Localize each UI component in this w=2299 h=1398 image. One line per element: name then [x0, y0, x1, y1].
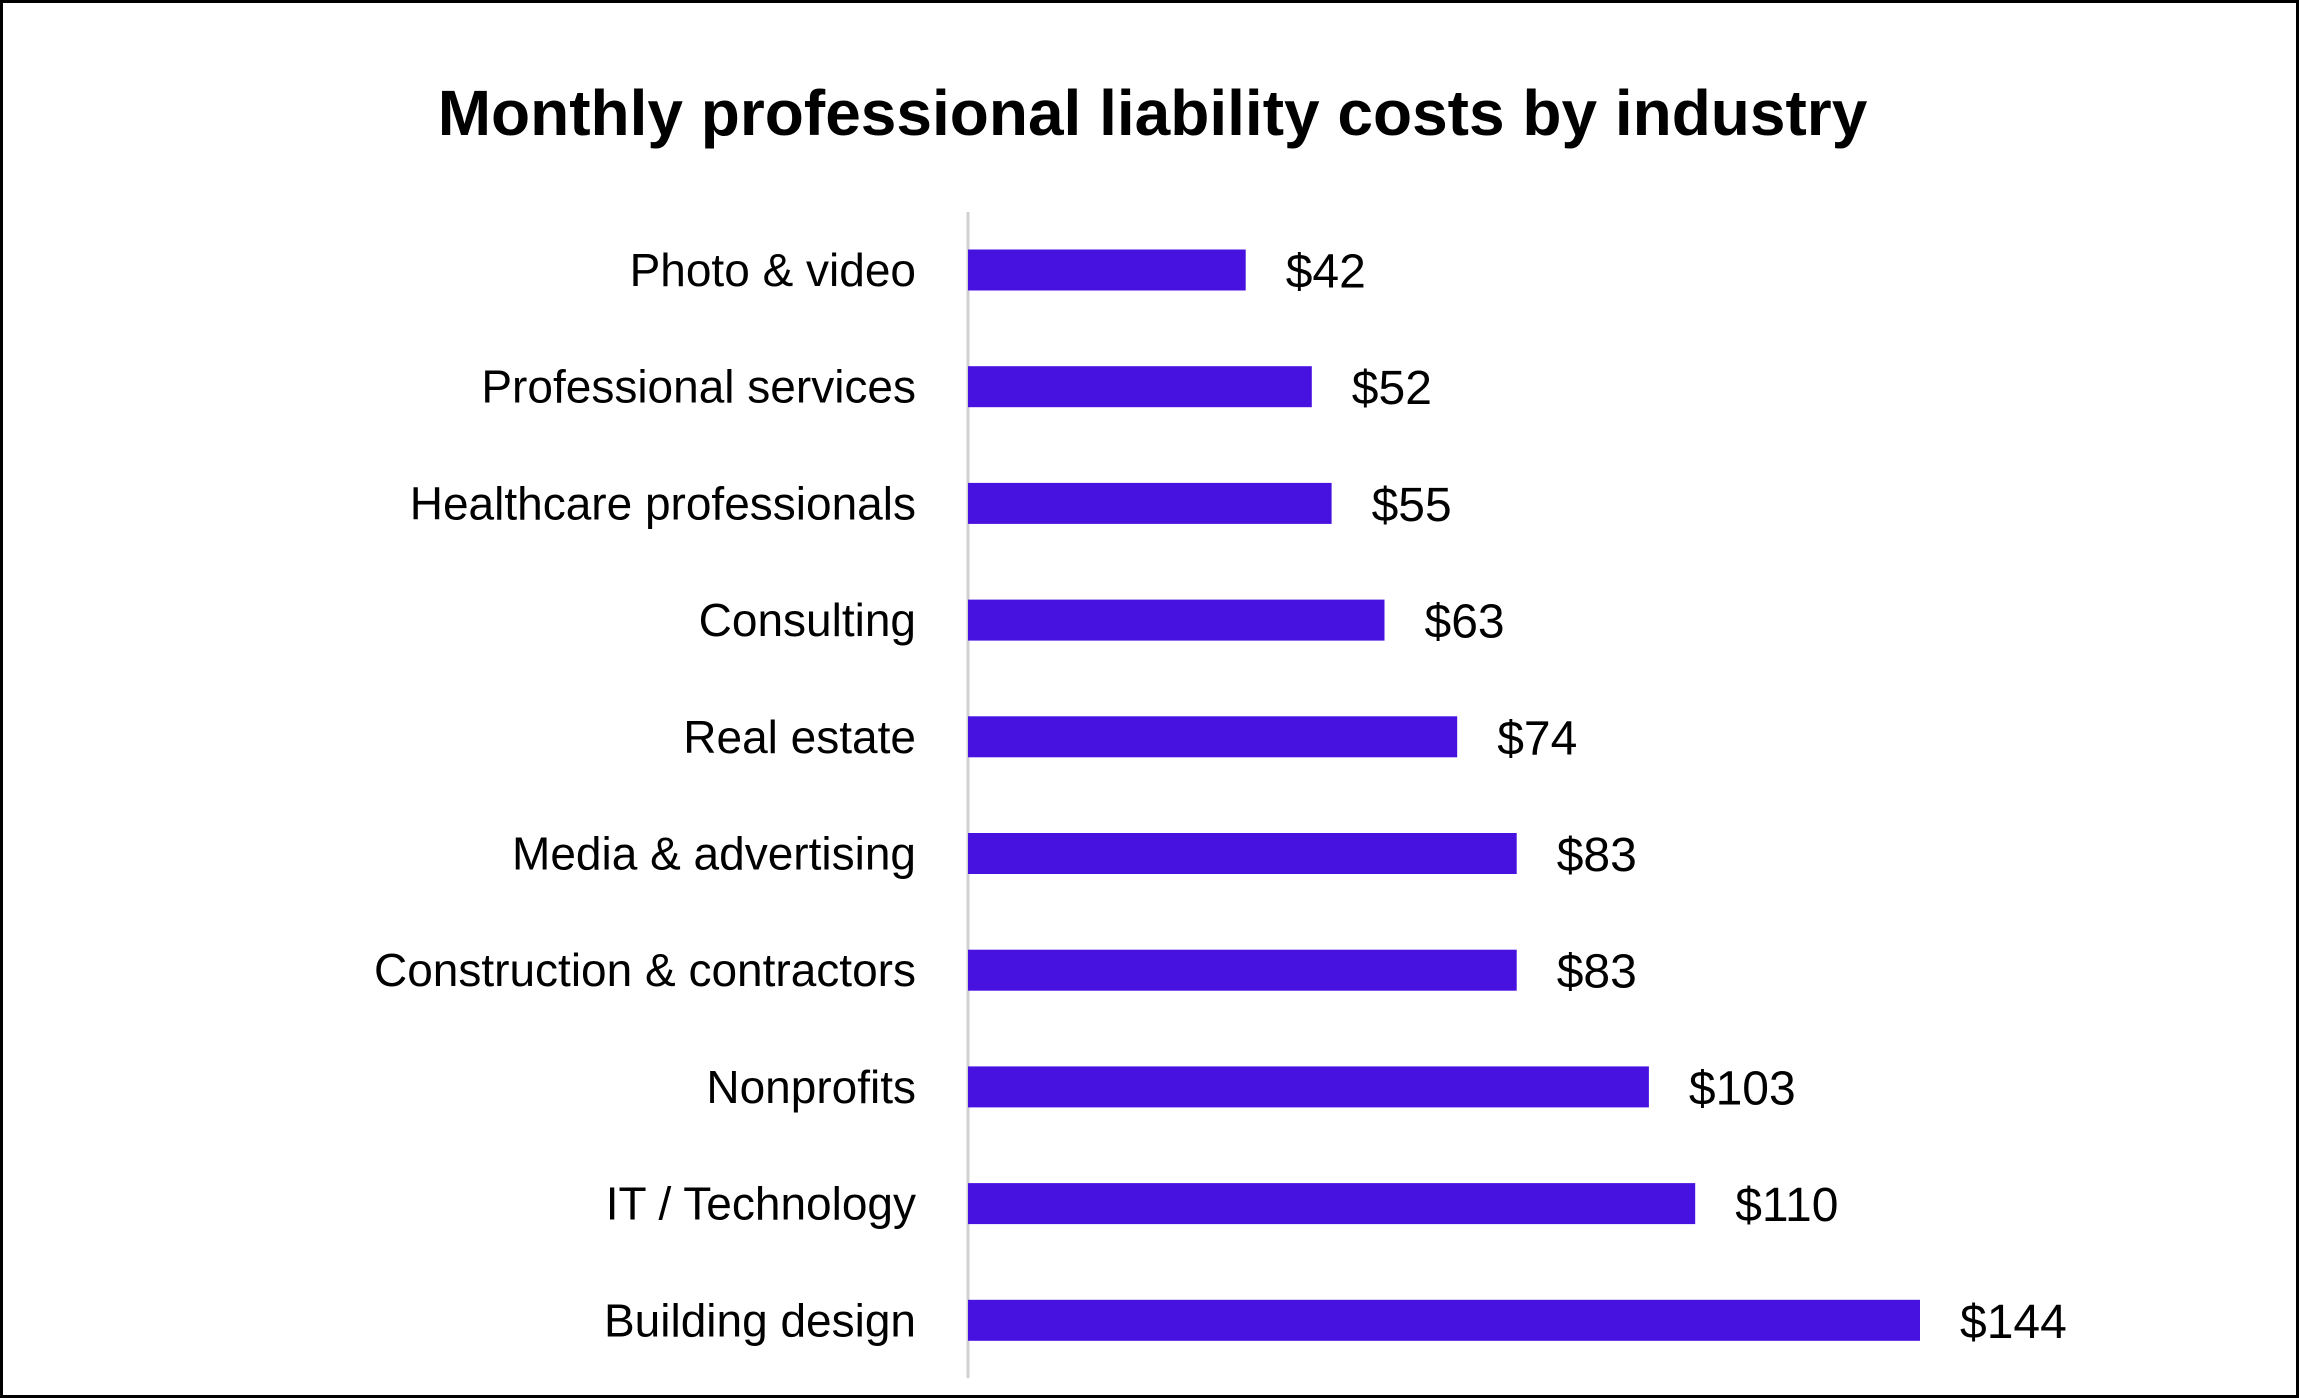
data-label: $83 — [1557, 829, 1637, 882]
category-label: IT / Technology — [606, 1178, 916, 1230]
bar — [968, 833, 1517, 874]
bar — [968, 482, 1332, 524]
category-labels: Photo & video Professional services Health… — [374, 244, 916, 1346]
bar — [968, 949, 1517, 991]
bar — [968, 716, 1458, 758]
category-label: Consulting — [699, 594, 916, 646]
bars-group — [968, 249, 1920, 1341]
data-label: $74 — [1497, 712, 1577, 765]
bar — [968, 1183, 1696, 1225]
bar — [968, 366, 1312, 408]
data-label: $110 — [1735, 1179, 1838, 1232]
category-label: Professional services — [481, 361, 916, 413]
bar — [968, 1066, 1649, 1108]
category-label: Nonprofits — [706, 1061, 916, 1113]
category-label: Photo & video — [630, 244, 916, 296]
bar — [968, 599, 1385, 641]
data-label: $144 — [1960, 1296, 2067, 1349]
category-label: Construction & contractors — [374, 944, 916, 996]
data-labels: $42 $52 $55 $63 $74 $83 $83 $103 $110 $144 — [1286, 246, 2067, 1349]
category-label: Healthcare professionals — [410, 477, 916, 529]
category-label: Media & advertising — [512, 828, 916, 880]
category-label: Real estate — [683, 711, 916, 763]
data-label: $83 — [1557, 946, 1637, 999]
data-label: $42 — [1286, 246, 1366, 299]
bar — [968, 249, 1246, 291]
data-label: $103 — [1689, 1062, 1796, 1115]
category-label: Building design — [604, 1294, 916, 1346]
bar — [968, 1299, 1920, 1341]
chart-title: Monthly professional liability costs by … — [437, 77, 1868, 149]
data-label: $52 — [1352, 362, 1432, 415]
data-label: $55 — [1372, 479, 1452, 532]
data-label: $63 — [1425, 596, 1505, 649]
